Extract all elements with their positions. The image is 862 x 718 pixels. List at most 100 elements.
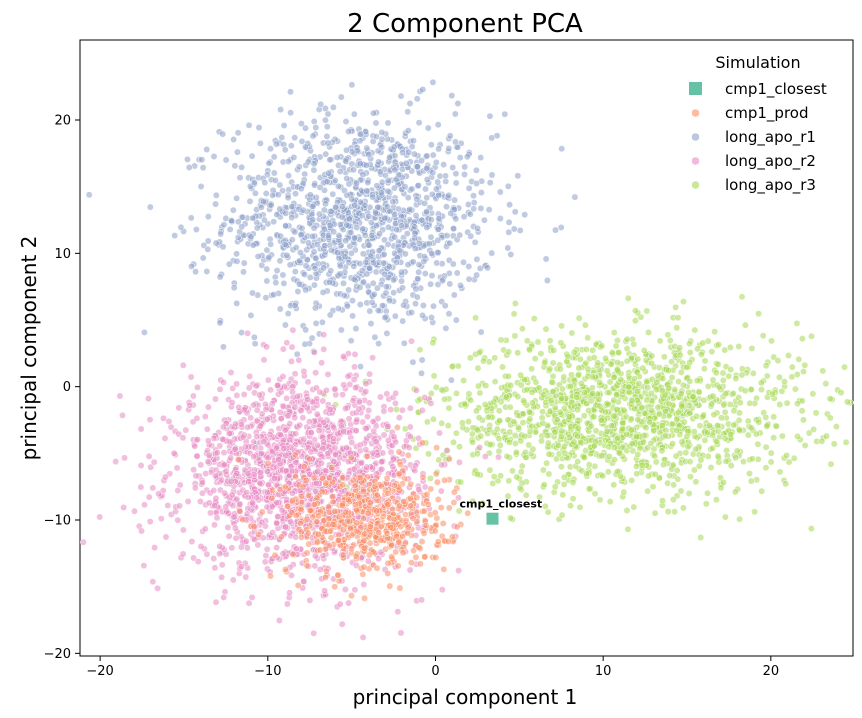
data-point xyxy=(338,620,346,628)
data-point xyxy=(154,584,162,592)
data-point xyxy=(726,400,734,408)
data-point xyxy=(249,289,256,297)
data-point xyxy=(288,214,296,222)
data-point xyxy=(758,487,766,495)
data-point xyxy=(410,137,417,145)
data-point xyxy=(747,385,755,393)
data-point xyxy=(365,399,373,407)
data-point xyxy=(164,502,172,509)
data-point xyxy=(267,386,275,394)
data-point xyxy=(610,329,618,337)
data-point xyxy=(279,550,287,558)
data-point xyxy=(305,239,312,247)
data-point xyxy=(225,532,233,540)
data-point xyxy=(452,429,460,437)
data-point xyxy=(470,199,478,207)
data-point xyxy=(485,206,493,214)
data-point xyxy=(228,399,236,407)
data-point xyxy=(704,382,712,390)
data-point xyxy=(693,412,701,420)
data-point xyxy=(275,456,283,464)
data-point xyxy=(584,365,592,373)
data-point xyxy=(321,116,329,124)
data-point xyxy=(227,478,235,485)
data-point xyxy=(747,477,755,485)
data-point xyxy=(415,485,423,493)
data-point xyxy=(748,344,756,352)
data-point xyxy=(323,178,331,186)
data-point xyxy=(381,314,389,322)
data-point xyxy=(244,329,252,337)
data-point xyxy=(691,326,699,334)
data-point xyxy=(197,543,205,550)
data-point xyxy=(823,432,830,440)
data-point xyxy=(369,193,377,201)
data-point xyxy=(273,381,281,389)
data-point xyxy=(246,372,254,380)
data-point xyxy=(340,428,348,435)
data-point xyxy=(570,438,578,446)
data-point xyxy=(334,305,342,312)
data-point xyxy=(291,228,299,236)
data-point xyxy=(356,283,364,291)
data-point xyxy=(669,496,677,504)
data-point xyxy=(783,399,791,407)
data-point xyxy=(433,478,441,486)
data-point xyxy=(452,179,460,187)
data-point xyxy=(550,346,558,354)
data-point xyxy=(620,406,628,414)
data-point xyxy=(644,487,652,495)
data-point xyxy=(423,224,431,231)
data-point xyxy=(416,346,424,354)
data-point xyxy=(423,490,431,498)
data-point xyxy=(715,341,723,349)
data-point xyxy=(412,462,419,470)
data-point xyxy=(686,458,694,466)
data-point xyxy=(292,190,299,198)
data-point xyxy=(400,301,408,309)
data-point xyxy=(755,418,763,426)
data-point xyxy=(285,172,293,180)
data-point xyxy=(359,418,367,426)
data-point xyxy=(227,454,235,462)
data-point xyxy=(295,280,303,288)
data-point xyxy=(452,170,460,178)
data-point xyxy=(456,154,464,162)
data-point xyxy=(601,408,609,416)
data-point xyxy=(709,444,716,452)
data-point xyxy=(714,452,722,460)
data-point xyxy=(261,179,269,187)
data-point xyxy=(623,507,631,514)
data-point xyxy=(475,414,483,422)
data-point xyxy=(501,110,509,118)
data-point xyxy=(697,534,705,541)
data-point xyxy=(239,433,247,441)
data-point xyxy=(557,224,565,231)
data-point xyxy=(378,458,386,466)
data-point xyxy=(412,285,420,293)
data-point xyxy=(281,321,289,329)
data-point xyxy=(210,153,218,160)
data-point xyxy=(247,311,255,319)
data-point xyxy=(212,494,220,502)
data-point xyxy=(523,337,531,345)
data-point xyxy=(248,593,256,601)
data-point xyxy=(738,293,746,301)
data-point xyxy=(288,497,296,505)
data-point xyxy=(336,262,344,270)
data-point xyxy=(137,483,145,491)
data-point xyxy=(389,463,397,471)
data-point xyxy=(575,314,583,322)
data-point xyxy=(233,299,241,307)
data-point xyxy=(651,452,659,460)
data-point xyxy=(558,394,566,402)
data-point xyxy=(330,435,337,443)
data-point xyxy=(404,194,412,202)
data-point xyxy=(289,326,297,334)
data-point xyxy=(770,434,778,442)
data-point xyxy=(630,340,638,348)
data-point xyxy=(203,268,211,275)
data-point xyxy=(137,425,145,433)
data-point xyxy=(226,225,234,233)
data-point xyxy=(232,534,240,542)
